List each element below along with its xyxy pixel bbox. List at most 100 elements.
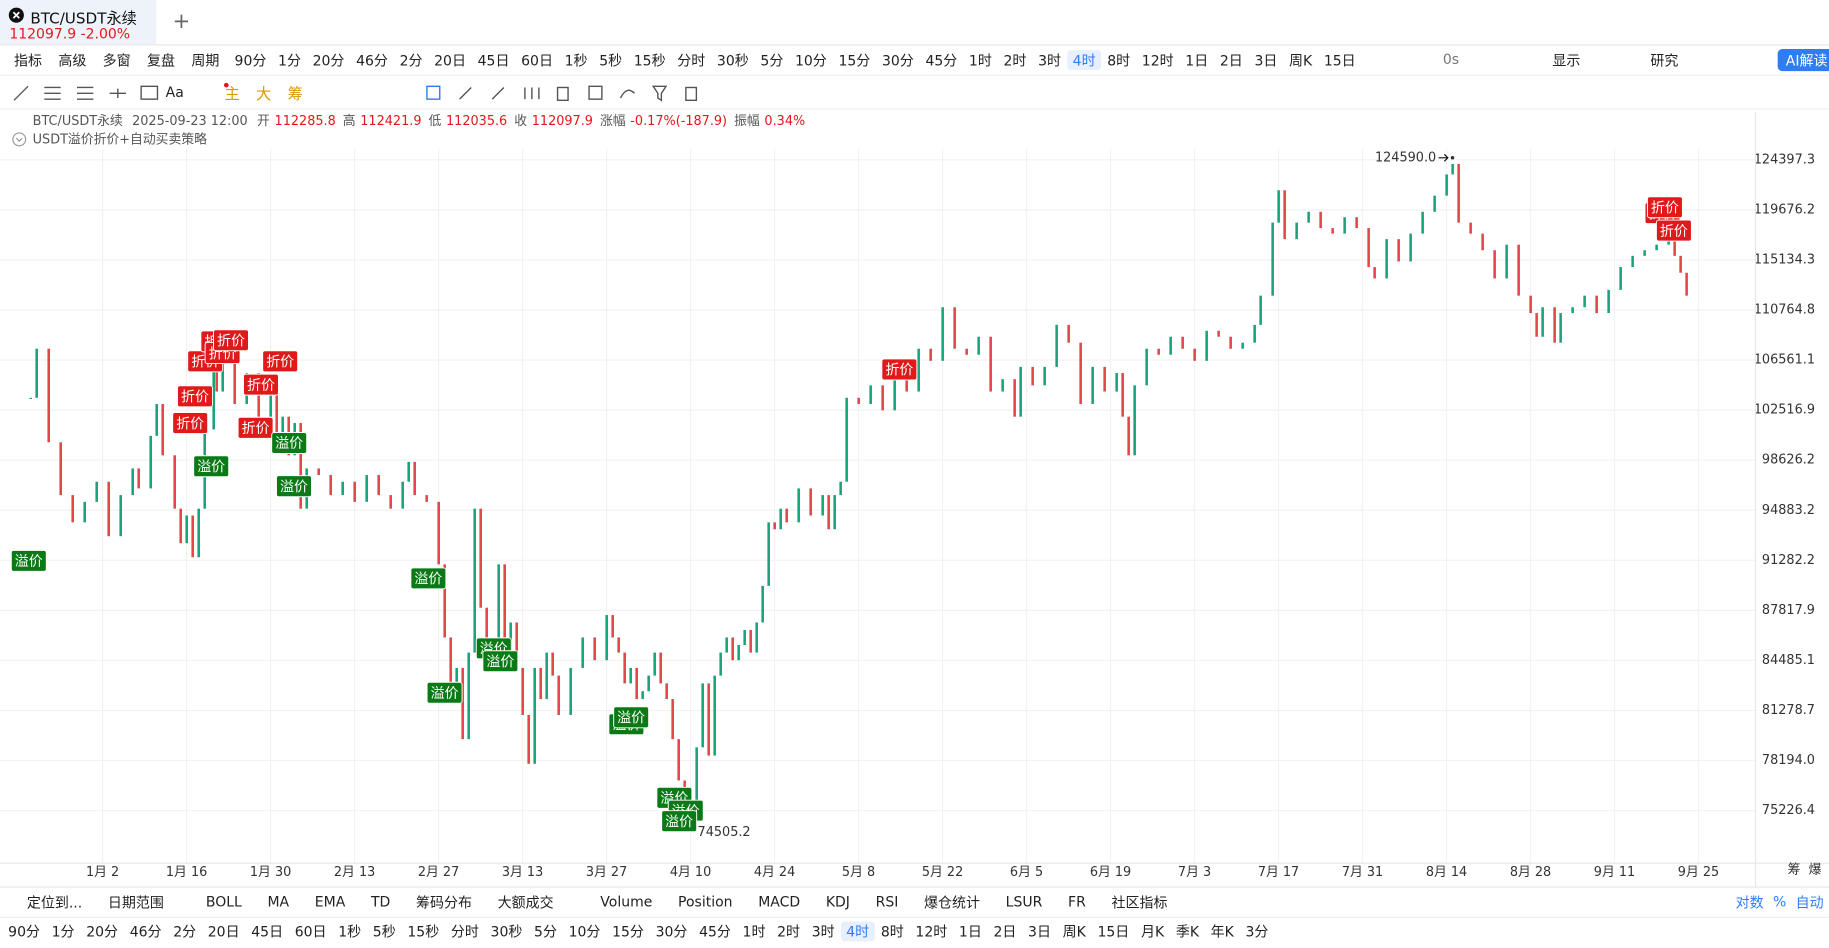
interval-button[interactable]: 60日 <box>294 923 327 940</box>
interval-button[interactable]: 3日 <box>1254 51 1278 69</box>
interval-button[interactable]: 15日 <box>1097 923 1130 940</box>
symbol-tab[interactable]: BTC/USDT永续 112097.9 -2.00% <box>0 0 157 45</box>
info-value[interactable]: 0.34% <box>764 112 806 128</box>
indicator-button[interactable]: TD <box>370 893 391 910</box>
indicator-button[interactable]: Position <box>678 893 733 910</box>
add-tab[interactable]: + <box>172 9 191 34</box>
indicator-button[interactable]: LSUR <box>1005 893 1043 910</box>
tool-label[interactable]: 筹 <box>287 85 303 104</box>
interval-button[interactable]: 30分 <box>655 923 688 940</box>
close-icon[interactable] <box>8 7 24 23</box>
interval-button[interactable]: 20分 <box>86 923 119 940</box>
info-label[interactable]: 低 <box>428 113 442 129</box>
indicator-button[interactable]: MA <box>267 893 290 910</box>
info-label[interactable]: 开 <box>257 113 270 129</box>
interval-button[interactable]: 20分 <box>312 51 345 69</box>
indicator-button[interactable]: 社区指标 <box>1111 894 1168 911</box>
indicator-button[interactable]: 定位到... <box>26 894 83 911</box>
interval-button[interactable]: 5分 <box>534 923 557 940</box>
interval-button[interactable]: 15分 <box>612 923 644 940</box>
interval-button[interactable]: 5秒 <box>599 51 623 69</box>
indicator-button[interactable]: Volume <box>600 893 653 910</box>
interval-button[interactable]: 1时 <box>968 51 992 69</box>
interval-button[interactable]: 15秒 <box>407 923 440 940</box>
info-time[interactable]: 2025-09-23 12:00 <box>132 112 248 128</box>
indicator-button[interactable]: 日期范围 <box>107 894 164 911</box>
interval-button[interactable]: 2分 <box>173 923 197 940</box>
tool-label[interactable]: 大 <box>256 85 272 104</box>
interval-button[interactable]: 1分 <box>278 51 301 69</box>
interval-button[interactable]: 15秒 <box>633 51 666 69</box>
interval-button[interactable]: 周K <box>1289 51 1313 69</box>
interval-button[interactable]: 1时 <box>742 923 766 940</box>
interval-button[interactable]: 46分 <box>129 923 162 940</box>
interval-button[interactable]: 30分 <box>881 51 914 69</box>
interval-button[interactable]: 30秒 <box>716 51 749 69</box>
scale-option[interactable]: % <box>1773 893 1787 910</box>
info-label[interactable]: 振幅 <box>734 113 760 129</box>
interval-button[interactable]: 分时 <box>450 923 479 940</box>
info-value[interactable]: 112285.8 <box>274 112 336 128</box>
collapse-icon[interactable] <box>12 131 27 146</box>
interval-button[interactable]: 46分 <box>356 51 388 69</box>
interval-button[interactable]: 20日 <box>207 923 240 940</box>
scale-option[interactable]: 自动 <box>1795 894 1824 911</box>
interval-button[interactable]: 1秒 <box>338 923 362 940</box>
interval-button[interactable]: 30秒 <box>490 923 523 940</box>
interval-button[interactable]: 45日 <box>477 51 510 69</box>
interval-button[interactable]: 12时 <box>1141 51 1174 69</box>
interval-button[interactable]: 45分 <box>925 51 958 69</box>
interval-button[interactable]: 15分 <box>838 51 871 69</box>
info-value[interactable]: -0.17%(-187.9) <box>630 112 728 128</box>
interval-button[interactable]: 3分 <box>1245 923 1269 940</box>
toolbar-right-button[interactable]: 显示 <box>1552 51 1581 69</box>
info-label[interactable]: 涨幅 <box>599 113 626 129</box>
toolbar-right-button[interactable]: 研究 <box>1650 51 1679 69</box>
interval-button[interactable]: 10分 <box>794 51 827 69</box>
toolbar-button[interactable]: 高级 <box>58 51 87 69</box>
toolbar-right-button[interactable]: AI解读 <box>1777 48 1829 71</box>
indicator-button[interactable]: RSI <box>875 893 899 910</box>
interval-button[interactable]: 20日 <box>434 51 466 69</box>
interval-button[interactable]: 2分 <box>399 51 423 69</box>
info-label[interactable]: 收 <box>514 113 528 129</box>
interval-button[interactable]: 5秒 <box>372 923 396 940</box>
interval-button[interactable]: 3日 <box>1028 923 1051 940</box>
indicator-button[interactable]: KDJ <box>825 893 850 910</box>
interval-button[interactable]: 90分 <box>8 923 40 940</box>
scale-option[interactable]: 对数 <box>1735 894 1764 911</box>
indicator-button[interactable]: EMA <box>314 893 346 910</box>
indicator-button[interactable]: 爆仓统计 <box>924 894 981 911</box>
interval-button[interactable]: 1分 <box>51 923 75 940</box>
interval-button[interactable]: 月K <box>1140 923 1165 940</box>
interval-button[interactable]: 10分 <box>568 923 601 940</box>
indicator-button[interactable]: 筹码分布 <box>415 894 472 911</box>
indicator-button[interactable]: BOLL <box>205 893 242 910</box>
interval-button[interactable]: 3时 <box>1038 51 1061 69</box>
toolbar-button[interactable]: 指标 <box>13 51 43 69</box>
interval-button[interactable]: 分时 <box>677 51 706 69</box>
toolbar-button[interactable]: 周期 <box>191 51 220 69</box>
interval-button[interactable]: 2日 <box>1219 51 1243 69</box>
interval-button[interactable]: 年K <box>1210 923 1234 940</box>
interval-button[interactable]: 45分 <box>699 923 731 940</box>
interval-button[interactable]: 季K <box>1175 923 1200 940</box>
info-value[interactable]: 112421.9 <box>360 112 422 128</box>
indicator-button[interactable]: FR <box>1068 893 1086 910</box>
interval-button[interactable]: 5分 <box>760 51 784 69</box>
interval-button[interactable]: 8时 <box>880 923 904 940</box>
interval-button[interactable]: 8时 <box>1107 51 1131 69</box>
interval-button[interactable]: 1日 <box>1185 51 1209 69</box>
interval-button[interactable]: 3时 <box>811 923 835 940</box>
interval-button[interactable]: 2时 <box>777 923 801 940</box>
info-label[interactable]: 高 <box>342 113 356 129</box>
indicator-button[interactable]: MACD <box>758 893 801 910</box>
info-value[interactable]: 112035.6 <box>446 112 508 128</box>
interval-button[interactable]: 15日 <box>1323 51 1356 69</box>
toolbar-right-button[interactable]: 0s <box>1442 51 1460 68</box>
interval-button[interactable]: 45日 <box>251 923 284 940</box>
info-symbol[interactable]: BTC/USDT永续 <box>32 113 123 129</box>
interval-button[interactable]: 2日 <box>993 923 1017 940</box>
interval-button[interactable]: 90分 <box>234 51 267 69</box>
toolbar-button[interactable]: 多窗 <box>102 51 131 69</box>
